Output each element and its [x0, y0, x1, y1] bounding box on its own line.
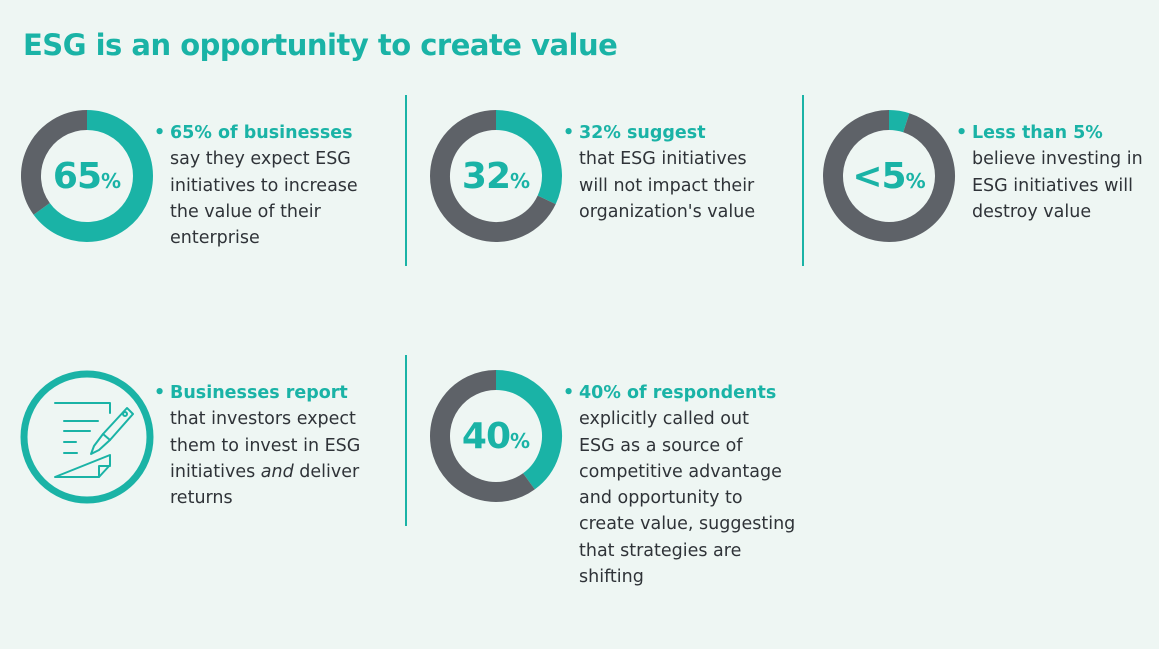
donut-label: <5 [852, 155, 906, 197]
stat-line: enterprise [170, 228, 260, 249]
text: deliver [293, 461, 360, 482]
stat-32: 32% suggest that ESG initiatives will no… [563, 120, 756, 225]
stat-5: Less than 5% believe investing in ESG in… [956, 120, 1143, 225]
text: initiatives [170, 461, 261, 482]
emphasis: and [260, 461, 294, 482]
stat-line: initiatives to increase [170, 175, 358, 196]
stat-heading: 40% of respondents [563, 380, 795, 407]
page-title: ESG is an opportunity to create value [23, 28, 618, 62]
donut-chart-32: 32% [426, 106, 566, 246]
donut-chart-5: <5% [819, 106, 959, 246]
stat-line: explicitly called out [579, 409, 749, 430]
stat-heading: Businesses report [154, 380, 360, 407]
stat-line: say they expect ESG [170, 149, 351, 170]
stat-line: them to invest in ESG [170, 435, 361, 456]
donut-suffix: % [101, 169, 122, 193]
donut-chart-40: 40% [426, 366, 566, 506]
donut-label: 65 [52, 155, 102, 197]
stat-heading: Less than 5% [956, 120, 1143, 147]
stat-line: the value of their [170, 201, 321, 222]
donut-label: 32 [461, 155, 511, 197]
donut-chart-65: 65% [17, 106, 157, 246]
donut-suffix: % [510, 429, 531, 453]
stat-line: initiatives and deliver [170, 459, 360, 485]
stat-line: organization's value [579, 201, 756, 222]
stat-line: create value, suggesting [579, 514, 796, 535]
stat-40: 40% of respondents explicitly called out… [563, 380, 796, 590]
stat-line: ESG initiatives will [972, 175, 1133, 196]
stat-line: competitive advantage [579, 461, 782, 482]
stat-heading: 32% suggest [563, 120, 755, 147]
donut-segment-highlight [495, 370, 562, 490]
stat-line: ESG as a source of [579, 435, 743, 456]
stat-line: returns [170, 488, 233, 509]
donut-segment-highlight [888, 110, 910, 133]
divider [802, 95, 804, 266]
donut-suffix: % [905, 169, 926, 193]
stat-line: that strategies are [579, 540, 742, 561]
donut-suffix: % [510, 169, 531, 193]
document-pen-icon [20, 370, 154, 504]
stat-line: will not impact their [579, 175, 755, 196]
donut-segment-remainder [21, 110, 88, 215]
stat-65: 65% of businesses say they expect ESG in… [154, 120, 358, 251]
divider [405, 95, 407, 266]
stat-investors: Businesses report that investors expect … [154, 380, 361, 511]
stat-line: destroy value [972, 201, 1092, 222]
donut-segment-remainder [430, 370, 535, 502]
stat-line: and opportunity to [579, 488, 743, 509]
stat-line: that ESG initiatives [579, 149, 747, 170]
donut-segment-highlight [33, 110, 153, 242]
donut-segment-highlight [495, 110, 562, 205]
donut-segment-remainder [430, 110, 556, 242]
stat-line: shifting [579, 567, 644, 588]
donut-label: 40 [461, 415, 511, 457]
stat-heading: 65% of businesses [154, 120, 358, 147]
stat-line: believe investing in [972, 149, 1143, 170]
stat-line: that investors expect [170, 409, 356, 430]
donut-segment-remainder [823, 110, 955, 242]
divider [405, 355, 407, 526]
